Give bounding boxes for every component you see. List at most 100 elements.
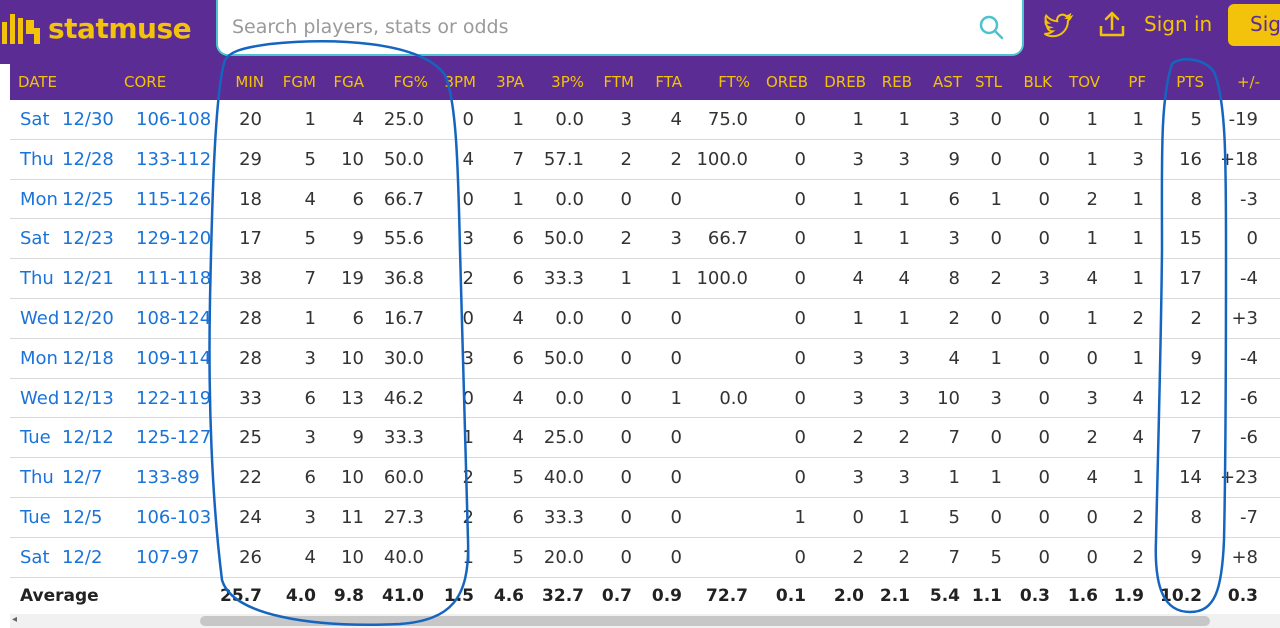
game-date-link[interactable]: 12/12 xyxy=(62,427,114,449)
game-day-link[interactable]: Wed xyxy=(20,387,60,409)
cell-pf: 1 xyxy=(1132,347,1144,369)
column-header-ftm[interactable]: FTM xyxy=(603,73,634,91)
cell-tpm: 2 xyxy=(462,507,474,528)
cell-pts: 14 xyxy=(1179,467,1202,489)
game-day-link[interactable]: Wed xyxy=(20,308,60,329)
game-day-link[interactable]: Tue xyxy=(20,507,51,528)
cell-pm: 0 xyxy=(1246,228,1258,250)
game-score-link[interactable]: 106-108 xyxy=(136,109,212,130)
game-date-link[interactable]: 12/18 xyxy=(62,347,114,369)
column-header-stl[interactable]: STL xyxy=(974,73,1002,91)
column-header-3p-[interactable]: 3P% xyxy=(551,73,584,91)
game-date-link[interactable]: 12/21 xyxy=(62,268,114,290)
column-header-fta[interactable]: FTA xyxy=(655,73,682,91)
column-header-pf[interactable]: PF xyxy=(1128,73,1146,91)
game-score-link[interactable]: 133-89 xyxy=(136,467,200,489)
scroll-left-arrow[interactable]: ◂ xyxy=(12,614,18,625)
game-day-link[interactable]: Thu xyxy=(20,268,54,290)
game-day-link[interactable]: Sat xyxy=(20,109,50,130)
cell-pts: 9 xyxy=(1190,347,1202,369)
game-day-link[interactable]: Sat xyxy=(20,546,50,568)
cell-fgp: 40.0 xyxy=(383,546,424,568)
sign-in-link[interactable]: Sign in xyxy=(1144,12,1213,36)
game-day-link[interactable]: Sat xyxy=(20,228,50,250)
cell-ftm: 3 xyxy=(620,109,632,130)
game-date-link[interactable]: 12/2 xyxy=(62,546,103,568)
game-date-link[interactable]: 12/23 xyxy=(62,228,114,250)
column-header-date[interactable]: DATE xyxy=(18,73,58,91)
column-header-tov[interactable]: TOV xyxy=(1069,73,1100,91)
game-day-link[interactable]: Tue xyxy=(20,427,51,449)
statmuse-logo[interactable]: statmuse xyxy=(0,8,192,48)
cell-dreb: 0 xyxy=(852,507,864,528)
game-score-link[interactable]: 129-120 xyxy=(136,228,212,250)
cell-blk: 0 xyxy=(1038,347,1050,369)
column-header-reb[interactable]: REB xyxy=(881,73,912,91)
cell-tpp: 50.0 xyxy=(543,347,584,369)
cell-ast: 3 xyxy=(948,228,960,250)
cell-tpa: 1 xyxy=(512,109,524,130)
cell-tov: 1 xyxy=(1086,109,1098,130)
game-date-link[interactable]: 12/20 xyxy=(62,308,114,329)
game-score-link[interactable]: 109-114 xyxy=(136,347,212,369)
column-header-core[interactable]: CORE xyxy=(124,73,167,91)
search-icon[interactable] xyxy=(978,14,1004,40)
game-score-link[interactable]: 108-124 xyxy=(136,308,212,329)
game-day-link[interactable]: Thu xyxy=(20,148,54,170)
cell-pf: 2 xyxy=(1132,507,1144,528)
game-day-link[interactable]: Mon xyxy=(20,188,58,210)
cell-pf: 1 xyxy=(1132,467,1144,489)
column-header--[interactable]: +/- xyxy=(1236,73,1260,91)
twitter-icon[interactable] xyxy=(1044,10,1074,40)
cell-fta: 0 xyxy=(670,546,682,568)
cell-tpp: 0.0 xyxy=(555,109,584,130)
cell-ftp: 75.0 xyxy=(707,109,748,130)
column-header-dreb[interactable]: DREB xyxy=(824,73,866,91)
cell-oreb: 0 xyxy=(794,387,806,409)
average-dreb: 2.0 xyxy=(833,586,864,606)
cell-oreb: 0 xyxy=(794,546,806,568)
cell-min: 26 xyxy=(239,546,262,568)
game-date-link[interactable]: 12/7 xyxy=(62,467,103,489)
column-header-ft-[interactable]: FT% xyxy=(718,73,750,91)
column-header-pts[interactable]: PTS xyxy=(1176,73,1204,91)
cell-ftm: 0 xyxy=(620,387,632,409)
cell-fgp: 33.3 xyxy=(383,427,424,449)
game-score-link[interactable]: 106-103 xyxy=(136,507,212,528)
column-header-3pa[interactable]: 3PA xyxy=(496,73,524,91)
game-score-link[interactable]: 115-126 xyxy=(136,188,212,210)
sign-up-button[interactable]: Sig xyxy=(1228,4,1280,46)
table-row xyxy=(10,299,1280,339)
game-score-link[interactable]: 122-119 xyxy=(136,387,212,409)
cell-min: 28 xyxy=(239,308,262,329)
game-score-link[interactable]: 125-127 xyxy=(136,427,212,449)
game-day-link[interactable]: Thu xyxy=(20,467,54,489)
game-date-link[interactable]: 12/13 xyxy=(62,387,114,409)
game-date-link[interactable]: 12/30 xyxy=(62,109,114,130)
game-score-link[interactable]: 133-112 xyxy=(136,148,212,170)
game-date-link[interactable]: 12/28 xyxy=(62,148,114,170)
game-day-link[interactable]: Mon xyxy=(20,347,58,369)
game-date-link[interactable]: 12/25 xyxy=(62,188,114,210)
column-header-ast[interactable]: AST xyxy=(933,73,962,91)
cell-pts: 5 xyxy=(1190,109,1202,130)
search-input[interactable] xyxy=(232,16,952,38)
upload-icon[interactable] xyxy=(1098,10,1126,38)
column-header-oreb[interactable]: OREB xyxy=(766,73,808,91)
cell-fga: 4 xyxy=(352,109,364,130)
column-header-min[interactable]: MIN xyxy=(235,73,264,91)
search-box[interactable] xyxy=(216,0,1024,56)
cell-fga: 10 xyxy=(341,148,364,170)
cell-pf: 2 xyxy=(1132,546,1144,568)
scrollbar-thumb[interactable] xyxy=(200,616,1210,626)
game-score-link[interactable]: 107-97 xyxy=(136,546,200,568)
column-header-fga[interactable]: FGA xyxy=(333,73,364,91)
column-header-blk[interactable]: BLK xyxy=(1023,73,1052,91)
column-header-fgm[interactable]: FGM xyxy=(282,73,316,91)
column-header-3pm[interactable]: 3PM xyxy=(444,73,476,91)
cell-oreb: 1 xyxy=(794,507,806,528)
game-score-link[interactable]: 111-118 xyxy=(136,268,212,290)
cell-ftm: 0 xyxy=(620,507,632,528)
game-date-link[interactable]: 12/5 xyxy=(62,507,103,528)
column-header-fg-[interactable]: FG% xyxy=(393,73,428,91)
